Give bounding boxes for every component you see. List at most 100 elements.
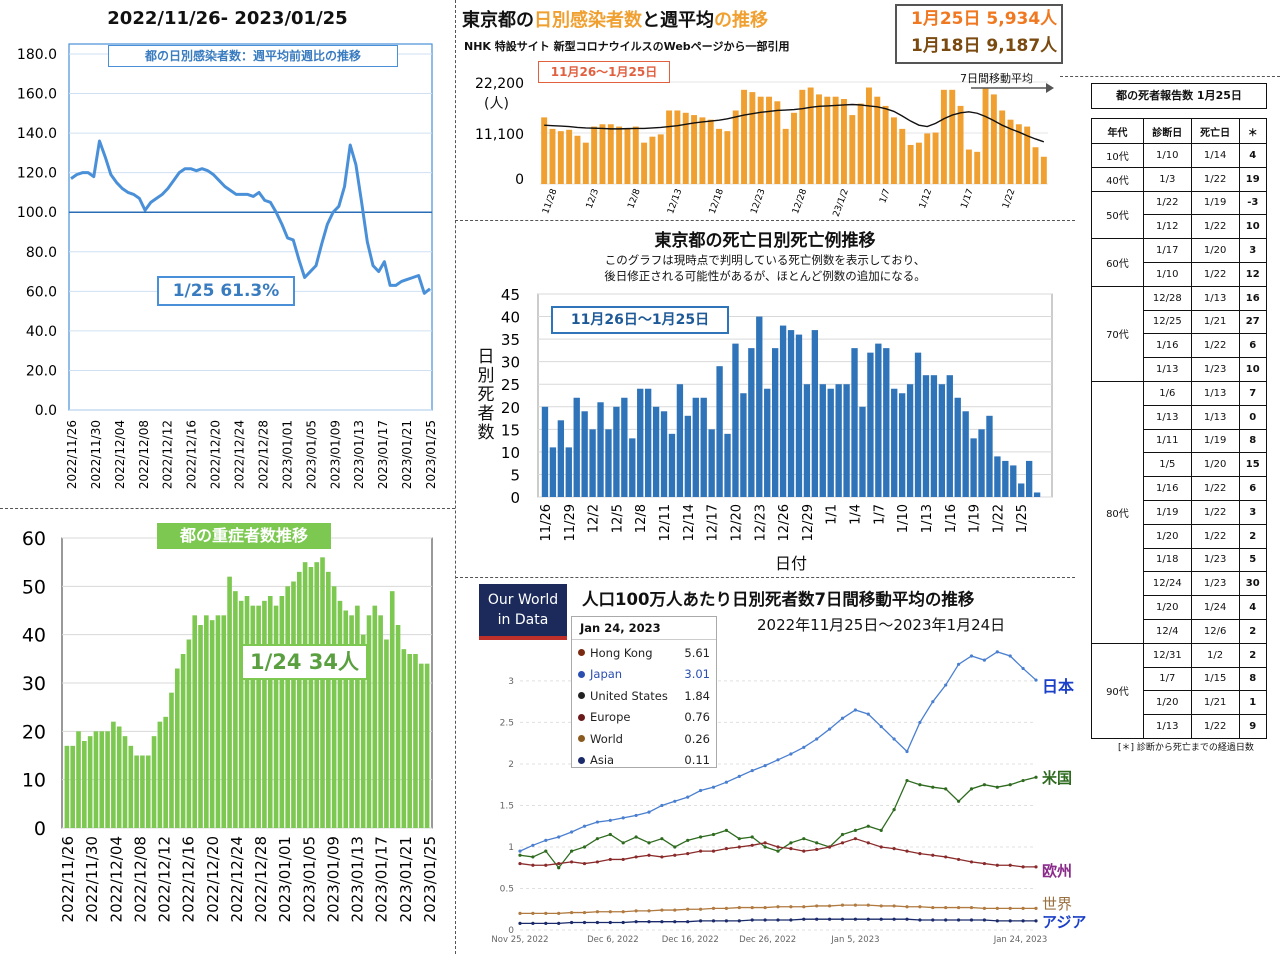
death-date-cell: 1/23 [1190, 571, 1240, 597]
x-tick-label: 2023/01/25 [421, 836, 439, 922]
panel-c-note1: このグラフは現時点で判明している死亡例数を表示しており、 [604, 253, 926, 267]
owid-tooltip: Jan 24, 2023 Hong Kong 5.61 Japan 3.01 Unite… [571, 616, 717, 768]
days-cell: 30 [1238, 571, 1267, 597]
y-tick-label: 180.0 [17, 47, 57, 63]
severe-bar [337, 600, 343, 828]
severe-bar [238, 600, 244, 828]
series-point [789, 847, 793, 851]
death-bar [906, 384, 914, 497]
daily-cases-chart: 0 11,100 22,200 11/28 12/3 12/8 12/13 12/18 12/… [475, 76, 1054, 218]
series-point [750, 905, 754, 910]
severe-bar [302, 562, 308, 828]
y-tick-label: 20 [501, 399, 520, 417]
series-point [570, 910, 574, 915]
severe-bar [186, 639, 192, 828]
series-point [750, 768, 754, 773]
death-bar [700, 397, 707, 497]
severe-bar [296, 571, 302, 828]
series-point [879, 917, 883, 921]
series-point [660, 855, 664, 859]
x-tick-label: 2023/01/25 [424, 420, 438, 489]
series-point [995, 785, 999, 789]
days-cell: 3 [1238, 238, 1267, 263]
death-bar [557, 420, 565, 497]
tooltip-row: Europe 0.76 [578, 707, 710, 729]
diagnosis-date-cell: 1/19 [1142, 499, 1192, 525]
case-bar [774, 101, 781, 184]
series-point [570, 920, 574, 925]
diagnosis-date-cell: 1/10 [1142, 143, 1192, 168]
case-bar [707, 119, 714, 184]
series-point [763, 841, 767, 845]
case-bar [990, 94, 997, 184]
severe-bar [227, 576, 232, 828]
series-point [802, 849, 806, 853]
series-point [982, 906, 987, 911]
x-tick-label: 2022/12/08 [137, 420, 151, 489]
panel-d-callout: 1/24 34人 [241, 644, 368, 680]
note-line1: 1月25日 5,934人 [911, 9, 1058, 29]
severe-bar [134, 755, 139, 828]
severe-bar [360, 634, 366, 828]
series-point [518, 921, 522, 925]
series-point [518, 853, 522, 857]
series-point [750, 918, 754, 922]
death-date-cell: 1/13 [1190, 404, 1240, 430]
days-cell: 4 [1238, 595, 1267, 620]
series-point [673, 799, 677, 803]
series-point [660, 803, 664, 808]
death-bar [764, 388, 771, 497]
series-point [957, 799, 961, 803]
severe-bar [384, 639, 389, 828]
x-tick-label: Jan 5, 2023 [830, 935, 879, 945]
panel-b-avg-label: 7日間移動平均 [960, 72, 1033, 85]
series-point [802, 745, 806, 749]
series-point [544, 838, 548, 842]
case-bar [849, 115, 856, 184]
series-point [724, 780, 728, 784]
series-point [750, 843, 754, 847]
diagnosis-date-cell: 1/13 [1142, 714, 1192, 739]
series-point [660, 908, 664, 912]
series-point [853, 917, 857, 921]
tooltip-dot [578, 649, 585, 657]
series-point [608, 832, 612, 837]
x-tick-label: 12/3 [585, 188, 601, 210]
death-bar [883, 348, 890, 497]
series-point [840, 903, 845, 907]
y-tick-label: 1 [508, 843, 514, 853]
death-date-cell: 1/22 [1190, 333, 1240, 359]
diagnosis-date-cell: 1/12 [1142, 214, 1192, 240]
x-tick-label: 12/8 [626, 187, 642, 210]
death-bar [1002, 460, 1009, 497]
series-point [582, 920, 587, 925]
severe-bar [320, 557, 325, 828]
series-point [608, 818, 612, 822]
series-point [711, 785, 716, 789]
tooltip-value: 1.84 [684, 688, 710, 703]
table-row: 1/12 1/22 10 [1092, 214, 1267, 240]
diagnosis-date-cell: 1/13 [1142, 404, 1192, 430]
death-bar [811, 330, 819, 497]
case-bar [674, 110, 681, 184]
death-bar [652, 406, 660, 497]
x-tick-label: 1/22 [991, 504, 1006, 533]
x-tick-label: 2022/12/12 [156, 836, 174, 922]
severe-bar [157, 721, 163, 828]
severe-bar [279, 596, 285, 828]
series-point [866, 712, 870, 716]
x-tick-label: 2023/01/17 [376, 420, 390, 489]
diagnosis-date-cell: 1/18 [1142, 547, 1192, 573]
series-point [1008, 906, 1012, 911]
moving-average-line [544, 103, 1045, 143]
death-date-cell: 12/6 [1190, 618, 1240, 644]
y-tick-label: 100.0 [17, 205, 57, 221]
case-bar [766, 96, 772, 184]
series-point [647, 853, 651, 857]
panel-b-title: 東京都の日別感染者数と週平均の推移 [462, 6, 768, 32]
death-date-cell: 1/20 [1190, 238, 1240, 263]
y-tick-label: 30 [22, 673, 46, 695]
death-bar [970, 438, 977, 497]
table-row: 1/13 1/22 9 [1092, 714, 1267, 739]
series-point [673, 853, 677, 857]
